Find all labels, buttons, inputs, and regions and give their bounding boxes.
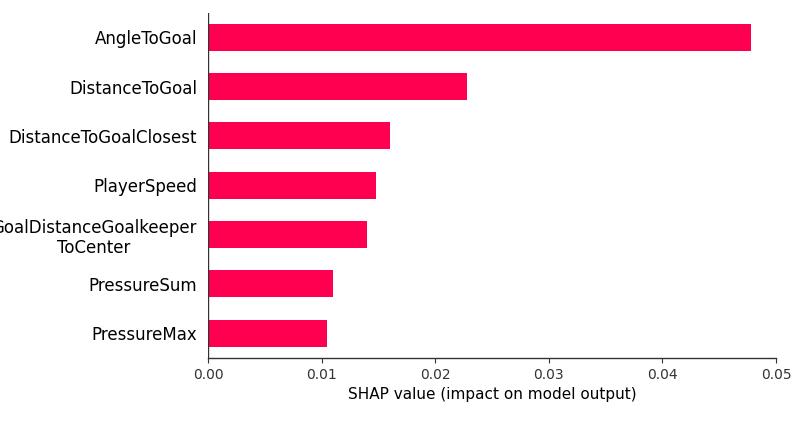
Bar	[208, 73, 467, 100]
Bar	[208, 270, 333, 297]
Bar	[208, 24, 751, 51]
Bar	[208, 221, 367, 248]
Bar	[208, 320, 327, 347]
X-axis label: SHAP value (impact on model output): SHAP value (impact on model output)	[348, 387, 636, 402]
Bar	[208, 172, 376, 199]
Bar	[208, 123, 390, 149]
